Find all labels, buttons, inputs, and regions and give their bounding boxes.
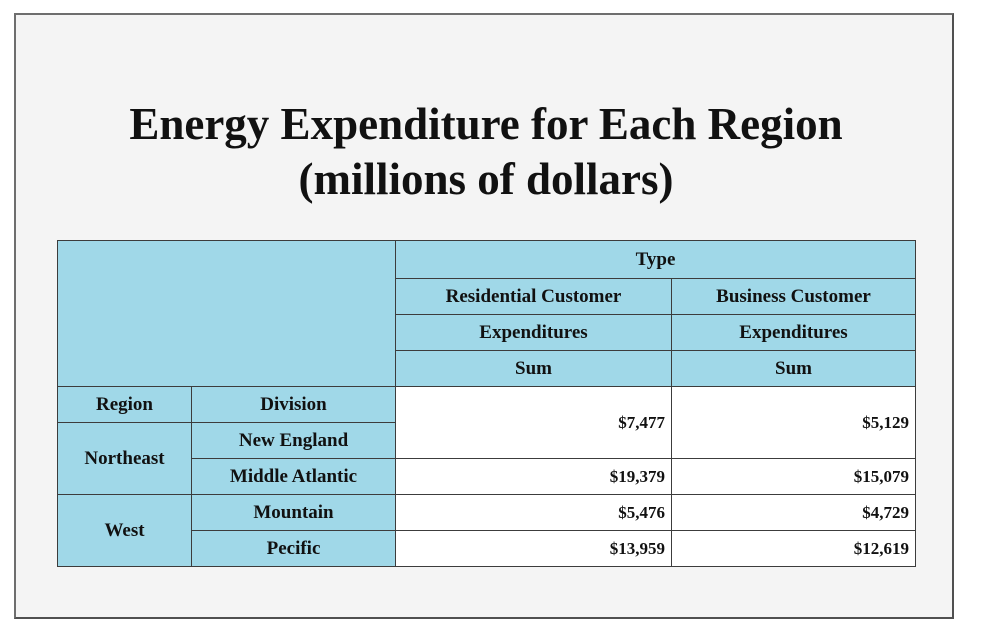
stat-header-business: Sum <box>671 350 916 387</box>
expenditure-table: Type Residential Customer Business Custo… <box>57 240 916 567</box>
division-cell-mountain: Mountain <box>191 494 396 531</box>
row-header-region: Region <box>57 386 192 423</box>
cell-mountain-residential: $5,476 <box>395 494 672 531</box>
measure-header-business: Expenditures <box>671 314 916 351</box>
report-panel: Energy Expenditure for Each Region (mill… <box>14 13 954 619</box>
region-cell-west: West <box>57 494 192 567</box>
report-title: Energy Expenditure for Each Region (mill… <box>16 97 956 207</box>
division-cell-pecific: Pecific <box>191 530 396 567</box>
col-header-residential: Residential Customer <box>395 278 672 315</box>
division-cell-new-england: New England <box>191 422 396 459</box>
cell-pecific-residential: $13,959 <box>395 530 672 567</box>
stat-header-residential: Sum <box>395 350 672 387</box>
cell-middle-atlantic-business: $15,079 <box>671 458 916 495</box>
cell-middle-atlantic-residential: $19,379 <box>395 458 672 495</box>
corner-header-cell <box>57 240 396 387</box>
cell-mountain-business: $4,729 <box>671 494 916 531</box>
type-group-header: Type <box>395 240 916 279</box>
division-cell-middle-atlantic: Middle Atlantic <box>191 458 396 495</box>
row-header-division: Division <box>191 386 396 423</box>
title-line-1: Energy Expenditure for Each Region <box>129 99 843 149</box>
region-cell-northeast: Northeast <box>57 422 192 495</box>
measure-header-residential: Expenditures <box>395 314 672 351</box>
title-line-2: (millions of dollars) <box>298 154 674 204</box>
col-header-business: Business Customer <box>671 278 916 315</box>
cell-new-england-residential: $7,477 <box>395 386 672 459</box>
cell-new-england-business: $5,129 <box>671 386 916 459</box>
cell-pecific-business: $12,619 <box>671 530 916 567</box>
